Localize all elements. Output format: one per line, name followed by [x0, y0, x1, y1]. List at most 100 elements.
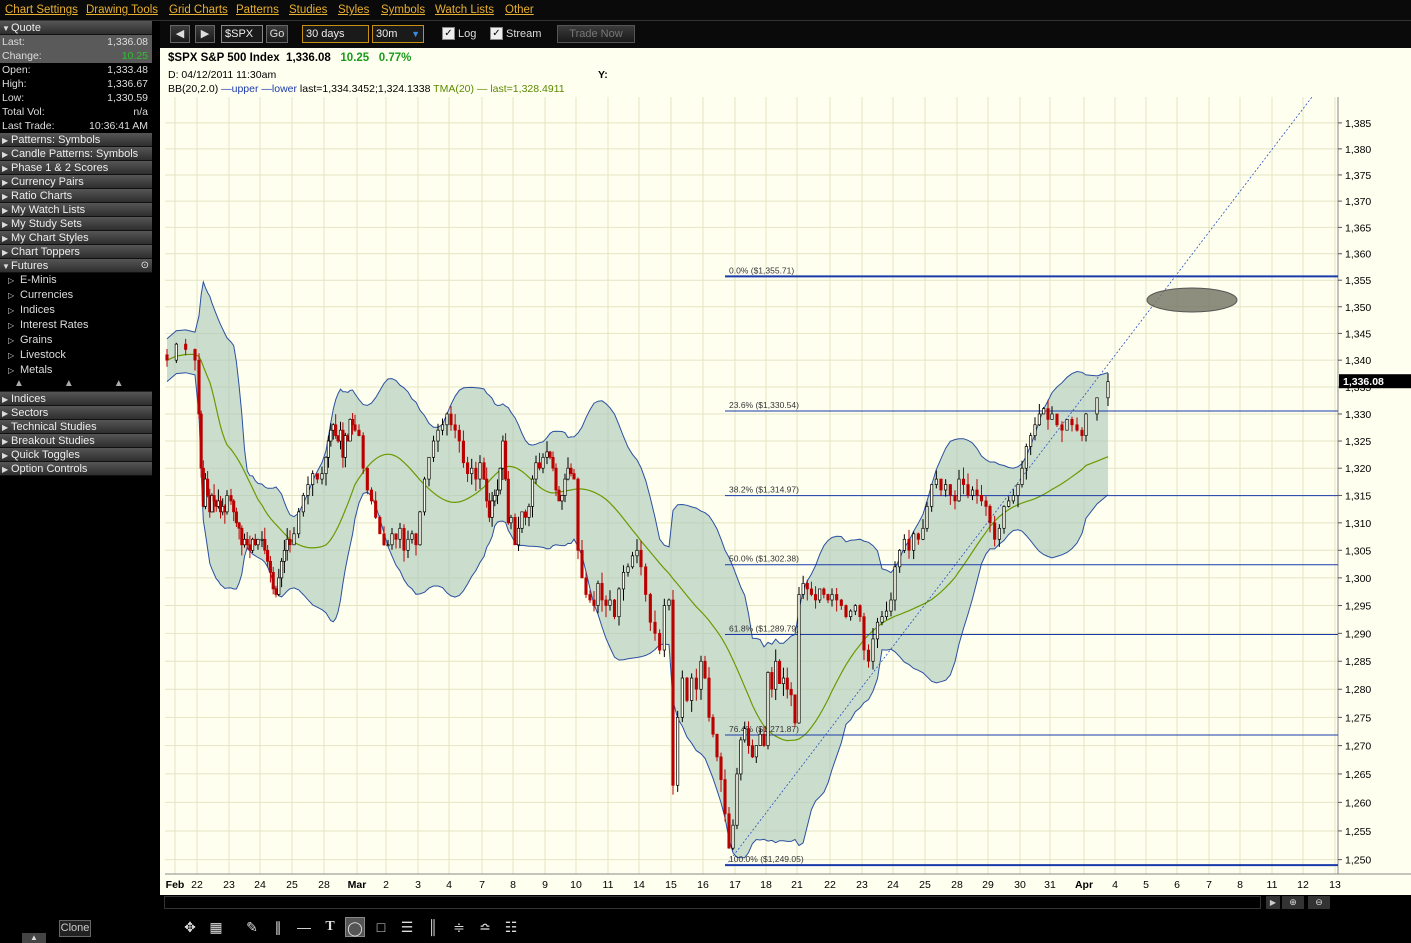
menu-studies[interactable]: Studies	[289, 4, 328, 16]
parallel-lines-tool-icon[interactable]: ∥	[274, 919, 282, 935]
fan-tool-icon[interactable]: ≏	[479, 919, 491, 935]
sidebar-section-chart-toppers[interactable]: ▶ Chart Toppers	[0, 245, 152, 259]
sidebar-section-technical-studies[interactable]: ▶ Technical Studies	[0, 420, 152, 434]
sidebar-section-breakout-studies[interactable]: ▶ Breakout Studies	[0, 434, 152, 448]
candle-body	[453, 424, 457, 431]
rectangle-tool-icon[interactable]: □	[376, 919, 386, 935]
clone-button[interactable]: Clone	[59, 920, 91, 937]
select-tool-icon[interactable]: ✥	[184, 919, 196, 935]
collapse-icon[interactable]: ▲	[22, 933, 46, 943]
sidebar-section-ratio-charts[interactable]: ▶ Ratio Charts	[0, 189, 152, 203]
zoom-in-icon[interactable]: ⊕	[1282, 896, 1304, 909]
menu-symbols[interactable]: Symbols	[381, 4, 426, 16]
quote-value: 1,330.59	[107, 92, 148, 104]
futures-scroll-controls[interactable]: ▲▲▲▼	[0, 378, 174, 392]
sidebar-section-quick-toggles[interactable]: ▶ Quick Toggles	[0, 448, 152, 462]
sidebar-section-my-watch-lists[interactable]: ▶ My Watch Lists	[0, 203, 152, 217]
chevron-down-icon: ▼	[411, 29, 420, 39]
candle-body	[1007, 500, 1011, 507]
sidebar-section-phase-1-2-scores[interactable]: ▶ Phase 1 & 2 Scores	[0, 161, 152, 175]
sidebar-section-my-chart-styles[interactable]: ▶ My Chart Styles	[0, 231, 152, 245]
candle-body	[263, 538, 267, 551]
candle-body	[715, 733, 719, 758]
horizontal-line-tool-icon[interactable]: ―	[297, 919, 311, 935]
horizontal-scrollbar[interactable]: ▶ ⊕ ⊖	[160, 895, 1411, 910]
quote-value: 10:36:41 AM	[89, 120, 148, 132]
fib-level-label: 23.6% ($1,330.54)	[729, 400, 799, 410]
sidebar-section-indices[interactable]: ▶ Indices	[0, 392, 152, 406]
futures-item-label: Grains	[20, 334, 53, 346]
futures-item-indices[interactable]: ▷ Indices	[0, 303, 152, 318]
x-tick-label: 23	[223, 879, 235, 891]
candle-body	[588, 594, 592, 601]
futures-item-interest-rates[interactable]: ▷ Interest Rates	[0, 318, 152, 333]
log-checkbox[interactable]: ✓	[442, 27, 455, 40]
quote-section-header[interactable]: ▼Quote	[0, 21, 152, 35]
sidebar-section-patterns-symbols[interactable]: ▶ Patterns: Symbols	[0, 133, 152, 147]
delete-tool-icon[interactable]: ▦	[209, 919, 223, 935]
prev-icon[interactable]: ◀	[170, 25, 190, 43]
candle-body	[504, 440, 508, 480]
next-icon[interactable]: ▶	[195, 25, 215, 43]
trade-now-button[interactable]: Trade Now	[557, 25, 635, 43]
futures-section-header[interactable]: ▼Futures ⊙	[0, 259, 152, 273]
price-chart[interactable]: 1,385 1,380 1,375 1,370 1,365 1,360 1,355 1,350…	[160, 48, 1411, 895]
candle-body	[866, 649, 871, 662]
candle-body	[268, 560, 272, 573]
sidebar-section-candle-patterns-symbols[interactable]: ▶ Candle Patterns: Symbols	[0, 147, 152, 161]
futures-item-e-minis[interactable]: ▷ E-Minis	[0, 273, 152, 288]
gann-fan-tool-icon[interactable]: ≑	[453, 919, 465, 935]
stream-checkbox[interactable]: ✓	[490, 27, 503, 40]
symbol-input[interactable]: $SPX	[221, 25, 263, 43]
candle-body	[731, 824, 735, 849]
futures-item-livestock[interactable]: ▷ Livestock	[0, 348, 152, 363]
futures-item-metals[interactable]: ▷ Metals	[0, 363, 152, 378]
pencil-tool-icon[interactable]: ✎	[246, 919, 258, 935]
candle-body	[644, 566, 648, 595]
section-label: Option Controls	[11, 463, 88, 475]
y-tick-label: 1,375	[1345, 170, 1371, 182]
y-tick-label: 1,385	[1345, 118, 1371, 130]
menu-grid-charts[interactable]: Grid Charts	[169, 4, 228, 16]
menu-drawing-tools[interactable]: Drawing Tools	[86, 4, 159, 16]
fib-retracement-tool-icon[interactable]: ☰	[400, 919, 414, 935]
quote-label: Change:	[2, 50, 42, 62]
section-label: Sectors	[11, 407, 49, 419]
fib-time-tool-icon[interactable]: ║	[428, 919, 438, 935]
y-tick-label: 1,340	[1345, 355, 1371, 367]
text-tool-icon[interactable]: T	[325, 919, 335, 934]
sidebar-section-option-controls[interactable]: ▶ Option Controls	[0, 462, 152, 476]
x-tick-label: 11	[603, 879, 614, 891]
candle-body	[826, 594, 830, 601]
x-tick-label: 8	[1237, 879, 1243, 891]
interval-select[interactable]: 30m ▼	[372, 25, 424, 43]
sidebar-section-my-study-sets[interactable]: ▶ My Study Sets	[0, 217, 152, 231]
scroll-right-icon[interactable]: ▶	[1266, 896, 1280, 909]
menu-chart-settings[interactable]: Chart Settings	[5, 4, 78, 16]
candle-body	[495, 489, 500, 496]
range-select[interactable]: 30 days	[302, 25, 369, 43]
sidebar-section-currency-pairs[interactable]: ▶ Currency Pairs	[0, 175, 152, 189]
menu-watch-lists[interactable]: Watch Lists	[435, 4, 495, 16]
scroll-track[interactable]	[164, 896, 1261, 909]
zoom-out-icon[interactable]: ⊖	[1308, 896, 1330, 909]
menu-other[interactable]: Other	[505, 4, 534, 16]
sidebar-section-sectors[interactable]: ▶ Sectors	[0, 406, 152, 420]
candle-body	[554, 467, 558, 491]
list-tool-icon[interactable]: ☷	[504, 919, 518, 935]
menu-styles[interactable]: Styles	[338, 4, 370, 16]
x-tick-label: Mar	[348, 879, 367, 891]
candle-body	[1084, 413, 1088, 436]
futures-item-currencies[interactable]: ▷ Currencies	[0, 288, 152, 303]
settings-icon[interactable]: ⊙	[140, 260, 149, 271]
chart-area[interactable]: 1,385 1,380 1,375 1,370 1,365 1,360 1,355 1,350…	[160, 48, 1411, 895]
menu-patterns[interactable]: Patterns	[236, 4, 279, 16]
quote-row: Last Trade: 10:36:41 AM	[0, 119, 152, 133]
futures-item-grains[interactable]: ▷ Grains	[0, 333, 152, 348]
candle-body	[648, 594, 652, 623]
go-button[interactable]: Go	[266, 25, 288, 43]
ellipse-tool-icon[interactable]: ◯	[345, 917, 365, 937]
candle-body	[253, 538, 257, 546]
y-tick-label: 1,300	[1345, 573, 1371, 585]
candle-body	[199, 413, 203, 469]
